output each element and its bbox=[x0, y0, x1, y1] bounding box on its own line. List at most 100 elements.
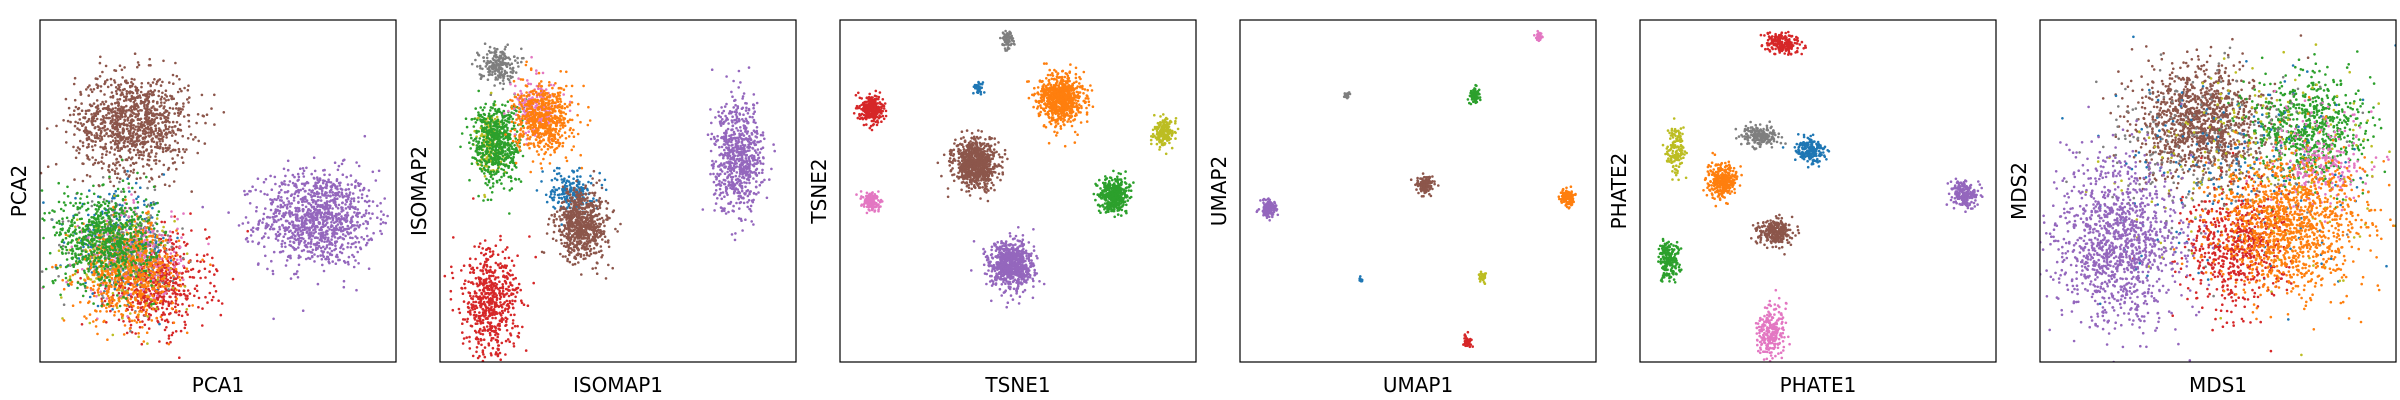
data-point bbox=[297, 256, 301, 260]
data-point bbox=[84, 248, 87, 252]
data-point bbox=[142, 129, 146, 133]
data-point bbox=[65, 248, 69, 252]
data-point bbox=[156, 276, 160, 279]
data-point bbox=[92, 320, 95, 323]
data-point bbox=[129, 329, 132, 333]
data-point bbox=[83, 315, 86, 318]
data-point bbox=[370, 238, 374, 242]
data-point bbox=[128, 254, 132, 257]
data-point bbox=[145, 295, 149, 299]
data-point bbox=[101, 242, 104, 246]
data-point bbox=[205, 237, 209, 240]
data-point bbox=[154, 263, 158, 266]
data-point bbox=[92, 163, 95, 166]
data-point bbox=[86, 155, 90, 159]
data-point bbox=[162, 236, 165, 240]
data-point bbox=[88, 158, 91, 161]
data-point bbox=[111, 273, 114, 277]
data-point bbox=[155, 297, 159, 300]
data-point bbox=[125, 173, 128, 176]
data-point bbox=[148, 57, 151, 61]
data-point bbox=[319, 254, 322, 257]
data-point bbox=[146, 122, 149, 126]
data-point bbox=[136, 109, 140, 113]
data-point bbox=[284, 226, 288, 229]
data-point bbox=[99, 145, 102, 149]
data-point bbox=[132, 259, 135, 263]
data-point bbox=[69, 120, 72, 124]
data-point bbox=[96, 204, 99, 207]
data-point bbox=[61, 244, 65, 248]
data-point bbox=[164, 131, 168, 135]
data-point bbox=[328, 206, 332, 210]
data-point bbox=[80, 241, 84, 244]
data-point bbox=[333, 221, 336, 224]
data-point bbox=[177, 239, 181, 243]
data-point bbox=[351, 253, 354, 257]
data-point bbox=[186, 98, 189, 101]
data-point bbox=[324, 257, 327, 261]
data-point bbox=[386, 214, 389, 218]
data-point bbox=[105, 281, 108, 285]
data-point bbox=[140, 153, 143, 156]
data-point bbox=[101, 216, 105, 219]
data-point bbox=[195, 121, 198, 125]
data-point bbox=[154, 113, 158, 116]
data-point bbox=[84, 281, 87, 285]
data-point bbox=[108, 192, 111, 196]
data-point bbox=[116, 98, 119, 101]
data-point bbox=[125, 90, 129, 93]
data-point bbox=[131, 283, 134, 287]
data-point bbox=[147, 312, 151, 316]
data-point bbox=[206, 301, 209, 304]
data-point bbox=[85, 173, 89, 177]
data-point bbox=[347, 187, 351, 191]
data-point bbox=[138, 94, 141, 97]
data-point bbox=[94, 242, 97, 245]
data-point bbox=[133, 245, 136, 248]
data-point bbox=[159, 134, 163, 137]
data-point bbox=[293, 248, 296, 252]
data-point bbox=[336, 207, 340, 210]
data-point bbox=[341, 233, 345, 236]
data-point bbox=[78, 128, 81, 132]
data-point bbox=[110, 301, 114, 305]
data-point bbox=[161, 261, 164, 265]
data-point bbox=[117, 318, 121, 322]
data-point bbox=[108, 220, 111, 224]
data-point bbox=[150, 303, 153, 306]
data-point bbox=[90, 204, 94, 208]
data-point bbox=[91, 288, 95, 291]
data-point bbox=[102, 162, 105, 165]
data-point bbox=[168, 125, 171, 129]
data-point bbox=[123, 324, 127, 327]
data-point bbox=[179, 284, 183, 288]
data-point bbox=[172, 250, 176, 253]
data-point bbox=[131, 132, 135, 135]
data-point bbox=[78, 230, 82, 234]
data-point bbox=[147, 216, 150, 219]
data-point bbox=[64, 97, 68, 101]
data-point bbox=[106, 248, 109, 252]
data-point bbox=[95, 117, 99, 121]
data-point bbox=[160, 265, 164, 269]
data-point bbox=[154, 155, 157, 158]
data-point bbox=[103, 207, 106, 210]
data-point bbox=[298, 228, 301, 231]
data-point bbox=[179, 259, 183, 263]
data-point bbox=[94, 140, 97, 143]
data-point bbox=[165, 109, 169, 113]
data-point bbox=[342, 279, 346, 283]
data-point bbox=[173, 139, 177, 143]
data-point bbox=[70, 220, 73, 224]
data-point bbox=[166, 168, 170, 171]
data-point bbox=[133, 106, 137, 109]
data-point bbox=[69, 224, 72, 228]
data-point bbox=[297, 201, 300, 205]
data-point bbox=[125, 228, 128, 232]
data-point bbox=[66, 185, 69, 189]
data-point bbox=[346, 260, 350, 264]
data-point bbox=[76, 121, 80, 125]
data-point bbox=[356, 236, 359, 240]
data-point bbox=[122, 99, 126, 103]
